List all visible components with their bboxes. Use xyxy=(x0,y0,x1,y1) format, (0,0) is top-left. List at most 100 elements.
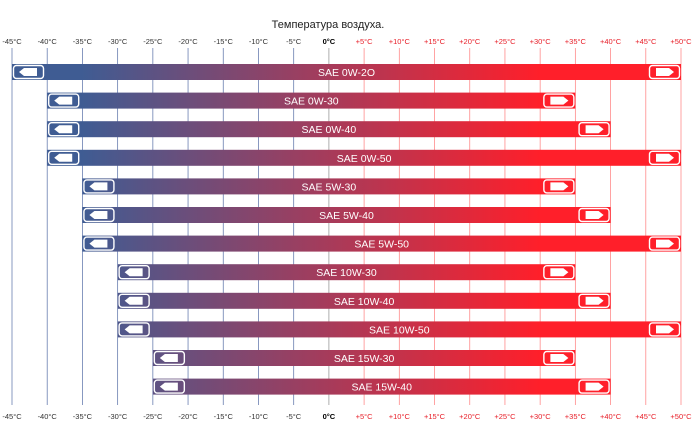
temperature-range-bar xyxy=(82,178,576,195)
bar-label: SAE 5W-40 xyxy=(319,210,374,222)
tick-label-bottom: -15°C xyxy=(214,412,234,421)
cold-arrow-icon xyxy=(54,153,73,162)
left-end-cap xyxy=(118,322,150,337)
cold-arrow-icon xyxy=(54,125,73,134)
tick-label-bottom: -45°C xyxy=(2,412,22,421)
left-end-cap xyxy=(12,64,45,80)
right-end-cap xyxy=(543,93,575,108)
bar-row: SAE 15W-40 xyxy=(152,378,611,395)
tick-label-top: -20°C xyxy=(178,37,198,46)
bar-label: SAE 0W-40 xyxy=(302,124,357,136)
right-end-cap xyxy=(543,179,575,194)
top-axis-ticks: -45°C -40°C -35°C -30°C -25°C -20°C -15°C -10°C… xyxy=(2,37,692,46)
tick-label-top: -10°C xyxy=(249,37,269,46)
bar-row: SAE 5W-50 xyxy=(82,235,682,252)
bar-label: SAE 10W-50 xyxy=(369,324,430,336)
cold-arrow-icon xyxy=(124,268,143,277)
bar-row: SAE 15W-30 xyxy=(152,350,576,366)
tick-label-top: -15°C xyxy=(214,37,234,46)
tick-label-bottom: +35°C xyxy=(565,412,587,421)
temperature-range-bar xyxy=(152,378,611,395)
tick-label-bottom: +5°C xyxy=(356,412,374,421)
temperature-range-bar xyxy=(82,207,611,223)
tick-label-top: +35°C xyxy=(565,37,587,46)
temperature-range-bar xyxy=(12,64,681,80)
bar-label: SAE 0W-2O xyxy=(318,67,375,79)
right-end-cap xyxy=(578,207,610,223)
tick-label-top: -25°C xyxy=(143,37,163,46)
tick-label-bottom: +30°C xyxy=(530,412,552,421)
tick-label-bottom: -35°C xyxy=(73,412,93,421)
temperature-range-bar xyxy=(47,149,682,166)
right-end-cap xyxy=(543,350,575,366)
hot-arrow-icon xyxy=(550,268,569,277)
chart-title: Температура воздуха. xyxy=(272,19,385,31)
bar-label: SAE 5W-50 xyxy=(354,239,409,251)
bar-row: SAE 10W-30 xyxy=(117,264,576,281)
hot-arrow-icon xyxy=(585,125,604,134)
left-end-cap xyxy=(118,293,150,308)
cold-arrow-icon xyxy=(89,182,108,191)
bar-row: SAE 0W-2O xyxy=(12,64,681,80)
cold-arrow-icon xyxy=(19,68,37,76)
hot-arrow-icon xyxy=(585,211,604,219)
bar-row: SAE 0W-50 xyxy=(47,149,682,166)
hot-arrow-icon xyxy=(585,382,604,391)
left-end-cap xyxy=(83,179,115,194)
tick-label-top: 0°C xyxy=(323,37,336,46)
cold-arrow-icon xyxy=(124,325,143,334)
tick-label-top: +40°C xyxy=(600,37,622,46)
tick-label-top: +5°C xyxy=(356,37,374,46)
bar-row: SAE 10W-40 xyxy=(117,292,611,309)
hot-arrow-icon xyxy=(656,153,674,162)
hot-arrow-icon xyxy=(656,68,674,76)
left-end-cap xyxy=(48,150,80,166)
bar-label: SAE 15W-40 xyxy=(351,382,412,394)
tick-label-bottom: +25°C xyxy=(494,412,516,421)
cold-arrow-icon xyxy=(159,354,178,362)
right-end-cap xyxy=(578,293,610,308)
tick-label-bottom: +50°C xyxy=(670,412,692,421)
temperature-range-bar xyxy=(117,264,576,281)
tick-label-bottom: +10°C xyxy=(389,412,411,421)
right-end-cap xyxy=(543,265,575,280)
temperature-range-bar xyxy=(117,321,681,338)
temperature-range-bar xyxy=(152,350,576,366)
left-end-cap xyxy=(83,236,115,251)
bar-label: SAE 10W-40 xyxy=(334,296,395,308)
right-end-cap xyxy=(648,64,681,80)
right-end-cap xyxy=(578,379,610,394)
hot-arrow-icon xyxy=(550,354,569,362)
tick-label-bottom: -40°C xyxy=(38,412,58,421)
bar-row: SAE 10W-50 xyxy=(117,321,681,338)
hot-arrow-icon xyxy=(585,296,604,305)
tick-label-bottom: 0°C xyxy=(323,412,336,421)
bottom-axis-ticks: -45°C -40°C -35°C -30°C -25°C -20°C -15°C -10°C… xyxy=(2,412,692,421)
left-end-cap xyxy=(48,93,80,108)
tick-label-top: +15°C xyxy=(424,37,446,46)
tick-label-top: +20°C xyxy=(459,37,481,46)
bar-label: SAE 10W-30 xyxy=(316,267,377,279)
cold-arrow-icon xyxy=(54,96,73,105)
bar-series: SAE 0W-2O SAE 0W-30 SAE 0W-40 SAE 0W-50 SAE … xyxy=(12,64,682,395)
cold-arrow-icon xyxy=(124,296,143,305)
tick-label-bottom: +15°C xyxy=(424,412,446,421)
tick-label-bottom: +20°C xyxy=(459,412,481,421)
bar-row: SAE 5W-30 xyxy=(82,178,576,195)
bar-row: SAE 0W-30 xyxy=(47,92,576,109)
temperature-range-bar xyxy=(117,292,611,309)
left-end-cap xyxy=(153,379,186,394)
tick-label-top: +25°C xyxy=(494,37,516,46)
bar-row: SAE 0W-40 xyxy=(47,121,611,138)
temperature-range-bar xyxy=(47,121,611,138)
tick-label-top: +30°C xyxy=(530,37,552,46)
hot-arrow-icon xyxy=(656,239,674,248)
cold-arrow-icon xyxy=(159,382,178,391)
tick-label-bottom: -25°C xyxy=(143,412,163,421)
tick-label-bottom: -5°C xyxy=(286,412,302,421)
left-end-cap xyxy=(153,350,186,366)
bar-label: SAE 0W-50 xyxy=(337,153,392,165)
tick-label-top: +10°C xyxy=(389,37,411,46)
